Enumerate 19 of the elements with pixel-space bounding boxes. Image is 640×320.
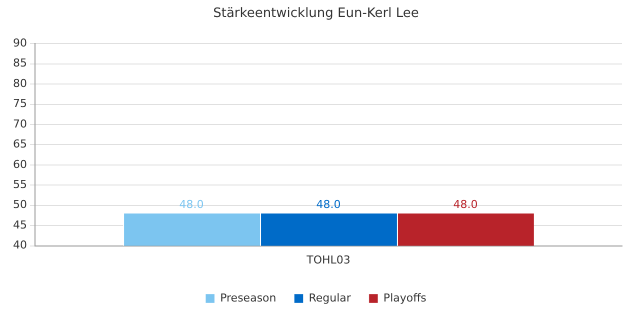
y-tick-label: 50 — [12, 198, 27, 212]
y-tick-label: 60 — [12, 158, 27, 171]
y-tick-label: 55 — [12, 178, 27, 191]
legend-label: Preseason — [220, 291, 276, 304]
y-tick-label: 40 — [12, 238, 27, 252]
y-tick-label: 90 — [12, 36, 27, 50]
y-tick-label: 75 — [12, 97, 27, 110]
data-label: 48.0 — [316, 198, 341, 211]
data-label: 48.0 — [179, 198, 204, 211]
y-tick-label: 70 — [12, 117, 27, 130]
legend-label: Playoffs — [383, 291, 427, 304]
y-tick-label: 45 — [12, 218, 27, 232]
chart-title: Stärkeentwicklung Eun-Kerl Lee — [213, 6, 419, 22]
y-tick-label: 80 — [12, 76, 27, 90]
x-tick-label: TOHL03 — [306, 253, 350, 266]
legend-label: Regular — [308, 291, 352, 304]
y-tick-label: 85 — [12, 56, 27, 70]
data-label: 48.0 — [453, 198, 478, 211]
y-tick-label: 65 — [12, 138, 27, 151]
